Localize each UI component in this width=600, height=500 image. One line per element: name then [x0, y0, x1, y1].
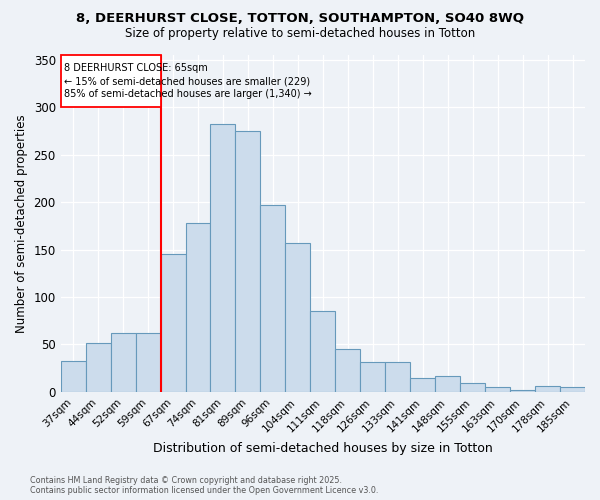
Text: Size of property relative to semi-detached houses in Totton: Size of property relative to semi-detach…	[125, 28, 475, 40]
Bar	[310, 312, 335, 392]
Bar	[211, 124, 235, 392]
FancyBboxPatch shape	[61, 55, 161, 107]
Text: 8 DEERHURST CLOSE: 65sqm
← 15% of semi-detached houses are smaller (229)
85% of : 8 DEERHURST CLOSE: 65sqm ← 15% of semi-d…	[64, 63, 312, 100]
Bar	[510, 390, 535, 392]
Bar	[86, 342, 110, 392]
Bar	[485, 387, 510, 392]
Bar	[61, 360, 86, 392]
Y-axis label: Number of semi-detached properties: Number of semi-detached properties	[15, 114, 28, 333]
Bar	[286, 243, 310, 392]
Bar	[235, 131, 260, 392]
Bar	[560, 387, 585, 392]
Bar	[410, 378, 435, 392]
X-axis label: Distribution of semi-detached houses by size in Totton: Distribution of semi-detached houses by …	[153, 442, 493, 455]
Text: 8, DEERHURST CLOSE, TOTTON, SOUTHAMPTON, SO40 8WQ: 8, DEERHURST CLOSE, TOTTON, SOUTHAMPTON,…	[76, 12, 524, 26]
Bar	[185, 223, 211, 392]
Bar	[335, 349, 360, 392]
Bar	[385, 362, 410, 392]
Bar	[136, 333, 161, 392]
Text: Contains HM Land Registry data © Crown copyright and database right 2025.
Contai: Contains HM Land Registry data © Crown c…	[30, 476, 379, 495]
Bar	[360, 362, 385, 392]
Bar	[435, 376, 460, 392]
Bar	[260, 205, 286, 392]
Bar	[460, 384, 485, 392]
Bar	[535, 386, 560, 392]
Bar	[110, 333, 136, 392]
Bar	[161, 254, 185, 392]
